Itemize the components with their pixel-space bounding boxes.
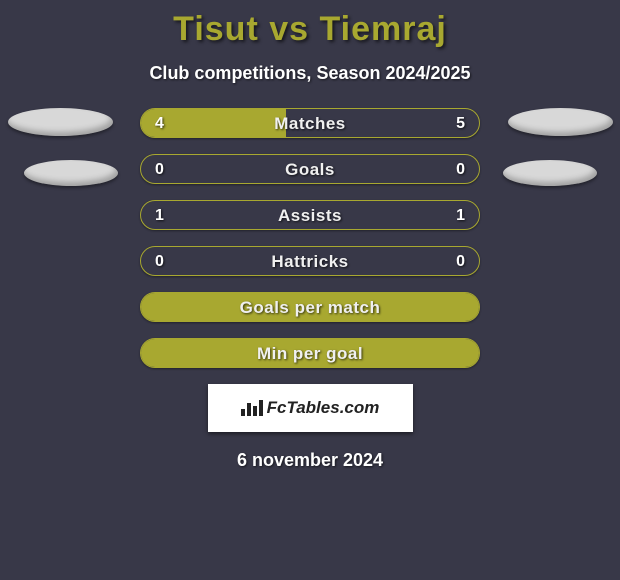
stat-right-value: 1 <box>456 201 465 230</box>
source-badge-text: FcTables.com <box>241 398 380 418</box>
stat-row: Hattricks0 0 <box>140 246 480 276</box>
stat-left-value: 4 <box>155 109 164 138</box>
source-badge-label: FcTables.com <box>267 398 380 418</box>
stat-row: Goals per match <box>140 292 480 322</box>
stat-label: Min per goal <box>141 339 479 368</box>
right-team-oval <box>508 108 613 136</box>
right-team-oval <box>503 160 597 186</box>
left-team-oval <box>8 108 113 136</box>
stat-right-value: 0 <box>456 247 465 276</box>
stat-row: Assists1 1 <box>140 200 480 230</box>
stat-left-value: 1 <box>155 201 164 230</box>
stat-label: Goals <box>141 155 479 184</box>
stat-right-value: 0 <box>456 155 465 184</box>
content-area: Matches45Goals00Assists11Hattricks00Goal… <box>0 108 620 471</box>
source-badge: FcTables.com <box>208 384 413 432</box>
stat-row: Min per goal <box>140 338 480 368</box>
stat-label: Goals per match <box>141 293 479 322</box>
stat-row: Matches4 5 <box>140 108 480 138</box>
stat-label: Matches <box>141 109 479 138</box>
stat-label: Assists <box>141 201 479 230</box>
stat-row: Goals0 0 <box>140 154 480 184</box>
stats-rows: Matches45Goals00Assists11Hattricks00Goal… <box>140 108 480 368</box>
page-title: Tisut vs Tiemraj <box>0 0 620 49</box>
subtitle: Club competitions, Season 2024/2025 <box>0 63 620 84</box>
stat-left-value: 0 <box>155 247 164 276</box>
stat-left-value: 0 <box>155 155 164 184</box>
date-text: 6 november 2024 <box>0 450 620 471</box>
left-team-oval <box>24 160 118 186</box>
stat-right-value: 5 <box>456 109 465 138</box>
bars-icon <box>241 400 263 416</box>
stat-label: Hattricks <box>141 247 479 276</box>
